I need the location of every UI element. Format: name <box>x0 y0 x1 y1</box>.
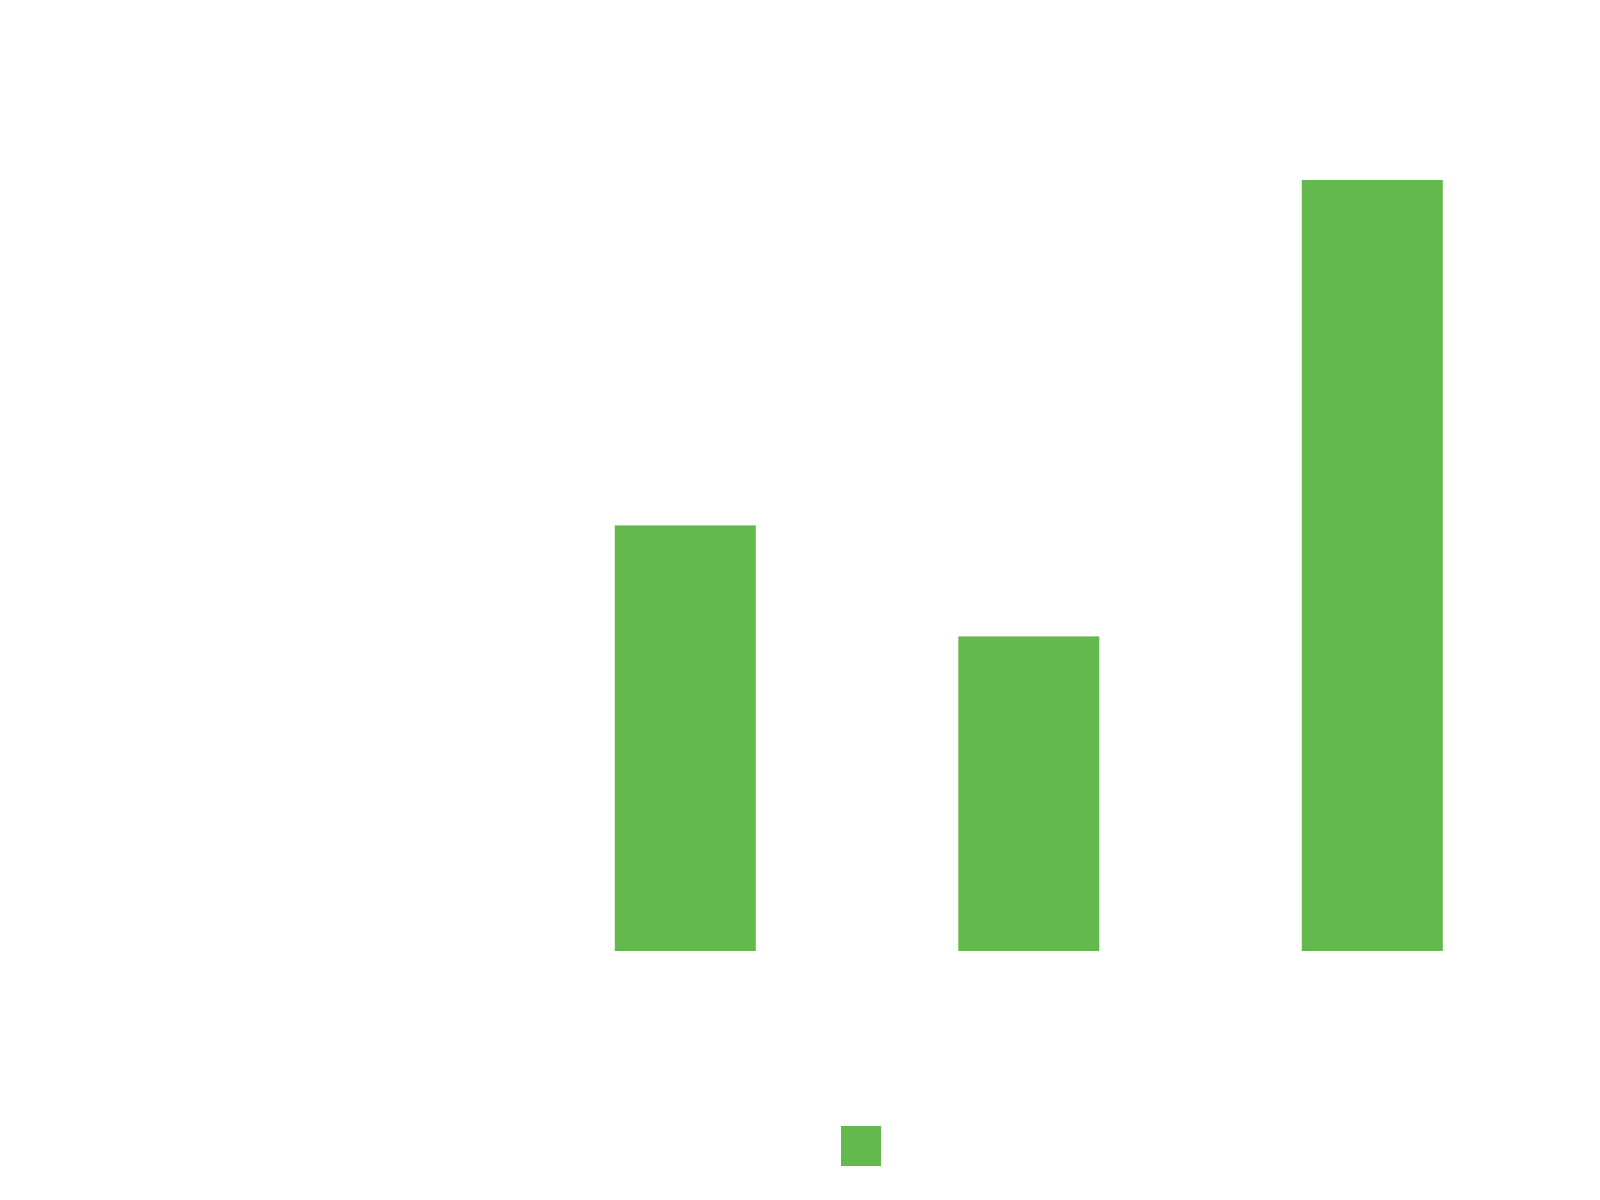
bar-4 <box>1301 180 1443 951</box>
legend-swatch-1 <box>841 1126 881 1166</box>
bar-2 <box>614 525 756 951</box>
bar-3 <box>958 636 1100 951</box>
plot-area <box>614 180 1443 951</box>
chart-legend <box>841 1126 881 1166</box>
